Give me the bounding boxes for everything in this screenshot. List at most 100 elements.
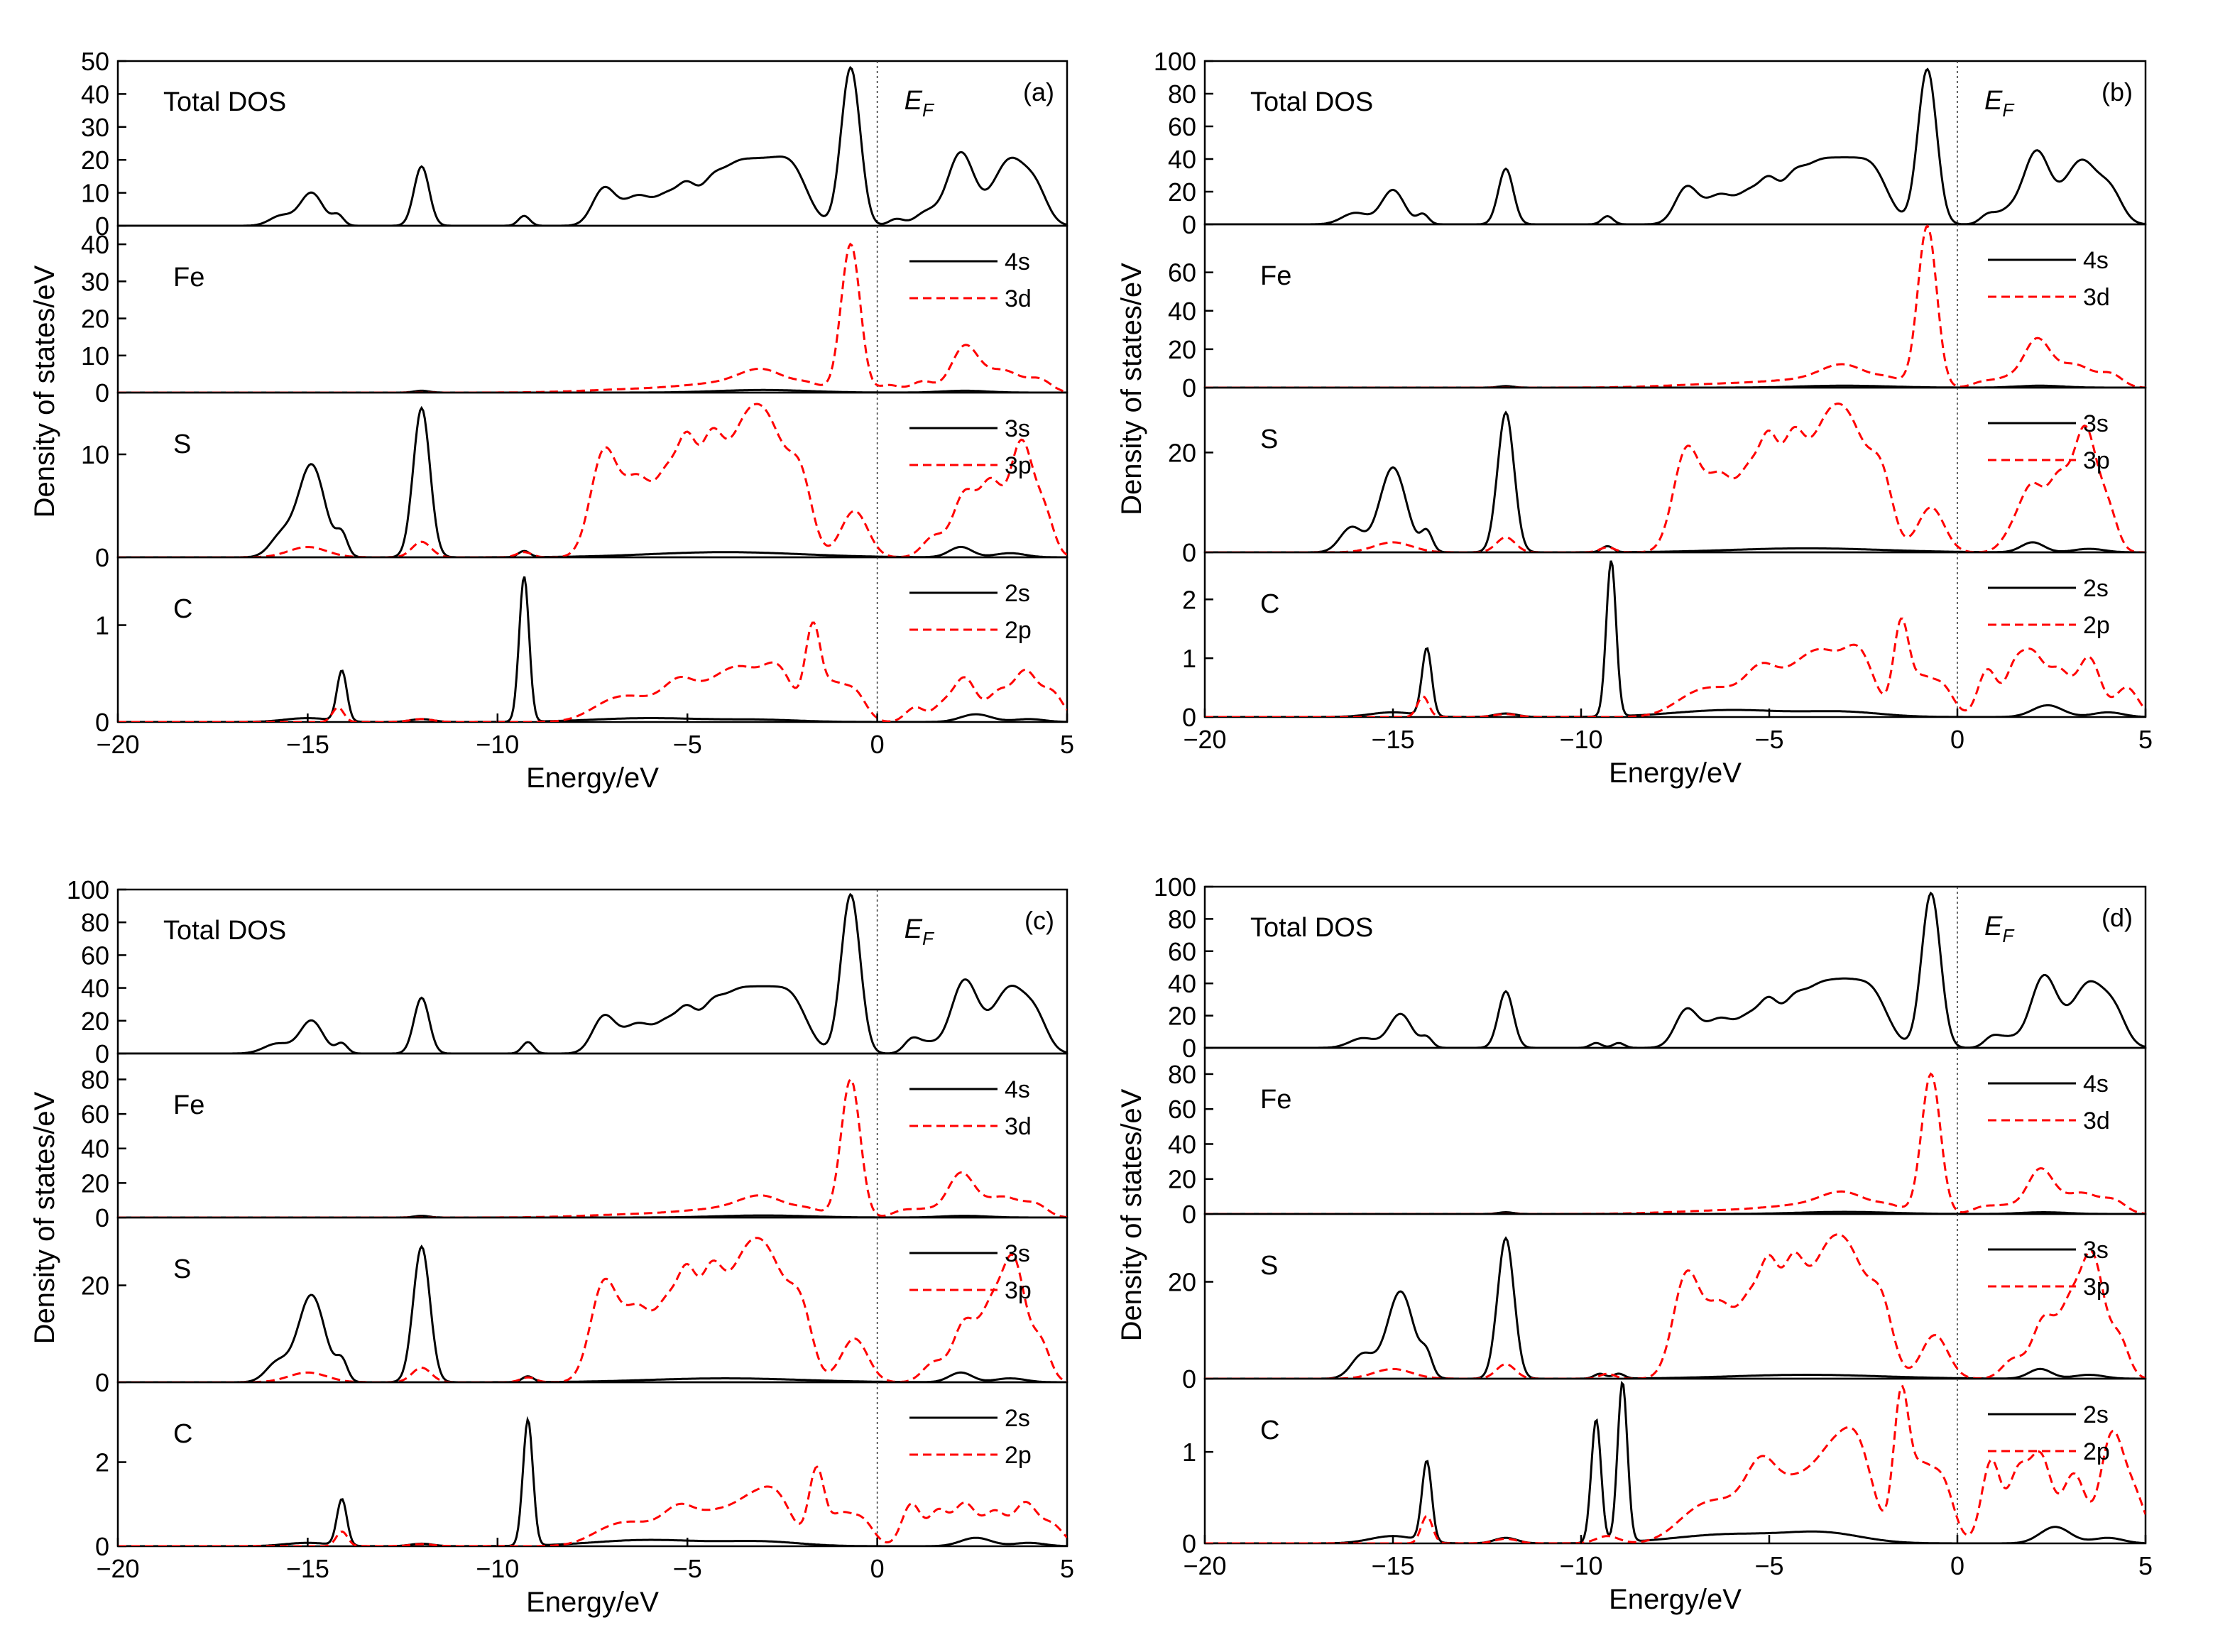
series-line-2s xyxy=(118,1416,1067,1546)
y-tick-label: 10 xyxy=(81,179,109,208)
fermi-label-main: E xyxy=(904,86,923,116)
legend-label-2p: 2p xyxy=(1005,617,1032,644)
series-line-3p xyxy=(1205,402,2146,552)
series-line-2p xyxy=(1205,617,2146,717)
element-label: S xyxy=(1260,1251,1278,1281)
y-tick-label: 30 xyxy=(81,267,109,296)
y-tick-label: 0 xyxy=(95,212,109,241)
legend-label-3p: 3p xyxy=(2083,1274,2110,1301)
subplot-fe: 0 20 40 60 80 Fe 4s 3d xyxy=(81,1052,1068,1232)
y-tick-label: 80 xyxy=(1168,80,1196,109)
y-tick-label: 10 xyxy=(81,341,109,371)
y-tick-label: 60 xyxy=(81,1100,109,1129)
y-tick-label: 0 xyxy=(95,1532,109,1561)
x-tick-label: 5 xyxy=(1060,730,1074,759)
series-line-3p xyxy=(118,1237,1067,1382)
legend-label-2p: 2p xyxy=(2083,1438,2110,1465)
subplot-c: 0 1 C 2s 2p xyxy=(95,556,1068,737)
series-line-3p xyxy=(118,403,1067,557)
y-tick-label: 20 xyxy=(81,305,109,334)
legend-label-2s: 2s xyxy=(2083,575,2109,602)
element-label: C xyxy=(173,1419,192,1449)
legend-label-3d: 3d xyxy=(2083,284,2110,311)
x-tick-label: 0 xyxy=(1950,1551,1964,1580)
series-line-total xyxy=(118,65,1067,226)
element-label: S xyxy=(1260,425,1278,454)
element-label: Fe xyxy=(1260,1085,1291,1115)
y-tick-label: 80 xyxy=(81,1065,109,1094)
subplot-c: 0 2 C 2s 2p xyxy=(95,1381,1068,1561)
x-axis-title: Energy/eV xyxy=(1609,757,1742,789)
subplot-title: Total DOS xyxy=(1250,913,1373,943)
y-tick-label: 100 xyxy=(67,875,109,904)
series-line-total xyxy=(118,892,1067,1054)
x-tick-label: −5 xyxy=(1754,725,1783,754)
subplot-title: Total DOS xyxy=(1250,87,1373,117)
legend-label-3s: 3s xyxy=(1005,1240,1030,1267)
subplot-title: Total DOS xyxy=(163,916,286,946)
x-tick-label: −15 xyxy=(286,1554,329,1583)
y-tick-label: 50 xyxy=(81,47,109,76)
y-tick-label: 0 xyxy=(1182,1364,1196,1394)
x-tick-label: −10 xyxy=(476,730,519,759)
series-line-2p xyxy=(118,1465,1067,1546)
y-tick-label: 1 xyxy=(95,611,109,640)
legend-label-2p: 2p xyxy=(1005,1442,1032,1469)
y-tick-label: 80 xyxy=(81,908,109,937)
fermi-label-subscript: F xyxy=(2002,99,2015,121)
x-tick-label: 5 xyxy=(2138,1551,2153,1580)
x-tick-label: −10 xyxy=(1559,725,1602,754)
x-tick-label: −5 xyxy=(673,1554,702,1583)
subplot-frame xyxy=(116,1381,1068,1548)
y-tick-label: 0 xyxy=(1182,1034,1196,1063)
y-tick-label: 0 xyxy=(1182,538,1196,567)
y-tick-label: 20 xyxy=(1168,1268,1196,1297)
fermi-label-subscript: F xyxy=(2002,925,2015,946)
y-tick-label: 20 xyxy=(81,1169,109,1198)
fermi-level-label: EF xyxy=(904,914,935,949)
fermi-level-label: EF xyxy=(1984,86,2015,121)
x-tick-label: −5 xyxy=(673,730,702,759)
element-label: S xyxy=(173,1254,191,1284)
legend-label-2p: 2p xyxy=(2083,612,2110,639)
y-tick-label: 0 xyxy=(1182,703,1196,732)
series-line-2s xyxy=(1205,1381,2146,1543)
subplot-frame xyxy=(116,556,1068,723)
y-tick-label: 1 xyxy=(1182,1438,1196,1467)
fermi-label-main: E xyxy=(904,914,923,944)
y-tick-label: 20 xyxy=(81,146,109,175)
x-tick-label: −20 xyxy=(96,1554,139,1583)
y-tick-label: 20 xyxy=(1168,177,1196,207)
y-tick-label: 40 xyxy=(1168,1129,1196,1159)
series-line-3d xyxy=(1205,224,2146,388)
y-axis-title: Density of states/eV xyxy=(1116,1088,1147,1341)
y-tick-label: 40 xyxy=(81,1134,109,1164)
element-label: Fe xyxy=(173,263,204,292)
x-tick-label: −10 xyxy=(476,1554,519,1583)
legend-label-3p: 3p xyxy=(1005,1277,1032,1304)
element-label: C xyxy=(1260,1416,1279,1445)
legend-label-3p: 3p xyxy=(2083,447,2110,474)
y-tick-label: 0 xyxy=(95,1368,109,1397)
series-line-total xyxy=(1205,67,2146,224)
subplot-frame xyxy=(1203,551,2147,718)
element-label: Fe xyxy=(173,1090,204,1120)
series-line-2s xyxy=(118,576,1067,722)
y-tick-label: 40 xyxy=(81,80,109,109)
x-tick-label: −15 xyxy=(1371,725,1414,754)
y-tick-label: 0 xyxy=(1182,373,1196,403)
x-tick-label: −20 xyxy=(1183,725,1226,754)
y-tick-label: 20 xyxy=(1168,335,1196,364)
y-tick-label: 60 xyxy=(1168,112,1196,141)
y-tick-label: 2 xyxy=(95,1448,109,1477)
y-tick-label: 60 xyxy=(1168,258,1196,288)
y-tick-label: 2 xyxy=(1182,585,1196,614)
subplot-c: 0 1 C 2s 2p xyxy=(1182,1377,2147,1558)
